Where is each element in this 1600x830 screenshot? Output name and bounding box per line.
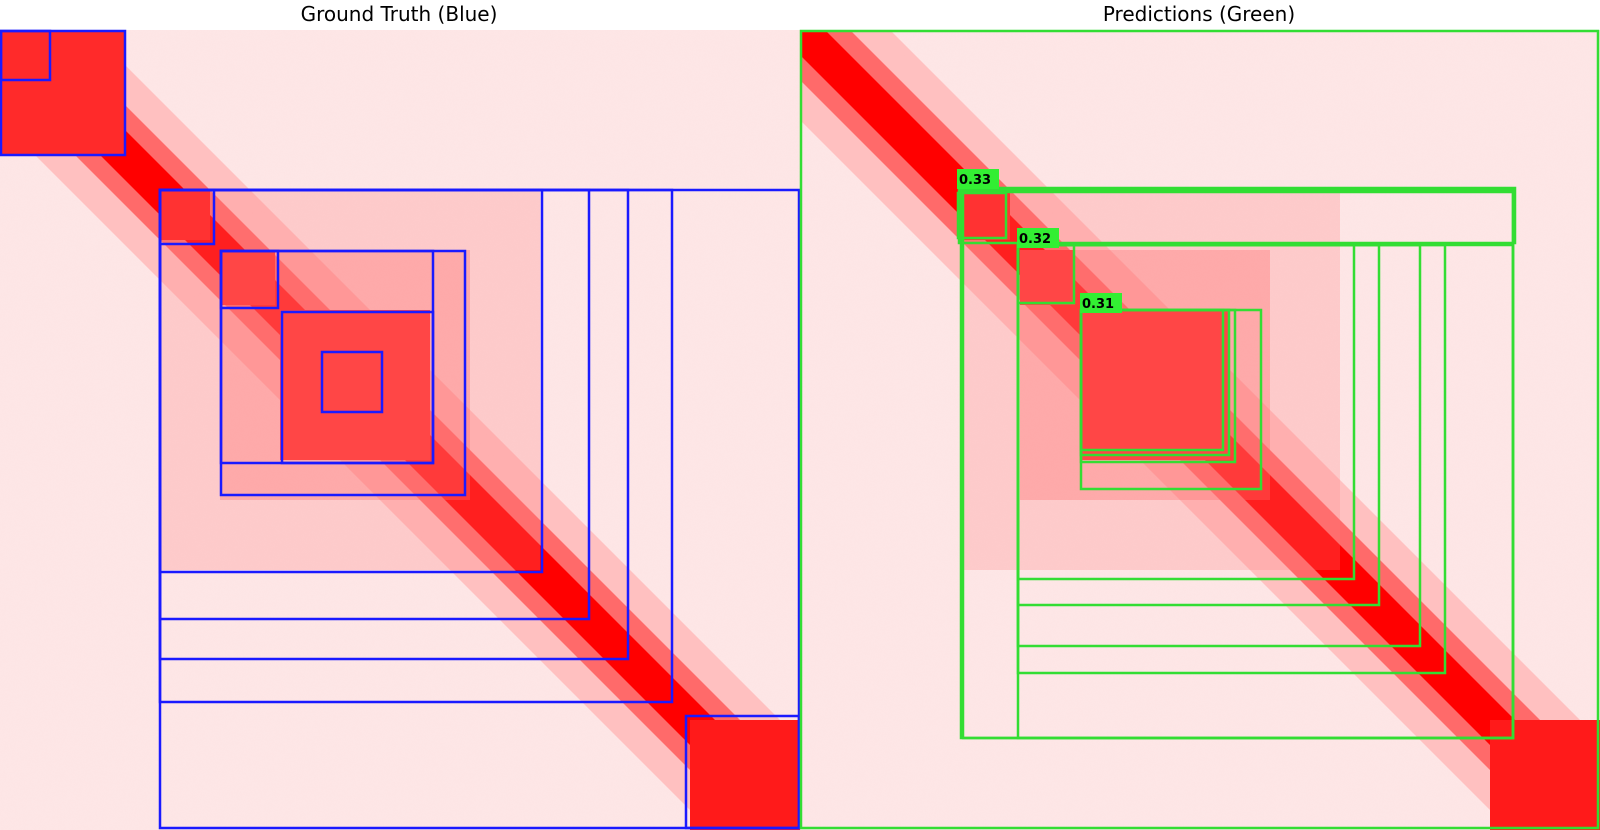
score-badge xyxy=(1080,293,1122,313)
score-label: 0.31 xyxy=(1082,297,1114,312)
prediction-border xyxy=(799,29,1600,830)
predictions-heatmap xyxy=(800,30,1600,830)
ground-truth-heatmap xyxy=(0,30,800,830)
ground-truth-title: Ground Truth (Blue) xyxy=(300,2,498,26)
score-badge xyxy=(1017,228,1059,248)
pred-box xyxy=(1016,243,1356,581)
gt-box xyxy=(219,249,280,310)
gt-box xyxy=(0,29,52,82)
gt-box xyxy=(280,310,435,465)
prediction-boxes xyxy=(799,29,1600,830)
ground-truth-boxes xyxy=(0,29,801,830)
score-badge xyxy=(957,169,999,189)
score-label: 0.32 xyxy=(1019,232,1051,247)
gt-box xyxy=(684,714,801,830)
predictions-title: Predictions (Green) xyxy=(1102,2,1296,26)
gt-box xyxy=(158,188,216,246)
gt-box xyxy=(158,188,544,574)
gt-box xyxy=(0,29,127,157)
pred-box xyxy=(1079,308,1225,452)
score-label: 0.33 xyxy=(959,173,991,188)
prediction-score-labels: 0.33 0.32 0.31 xyxy=(957,169,1122,313)
pred-box xyxy=(956,191,1008,240)
gt-box xyxy=(320,350,384,414)
